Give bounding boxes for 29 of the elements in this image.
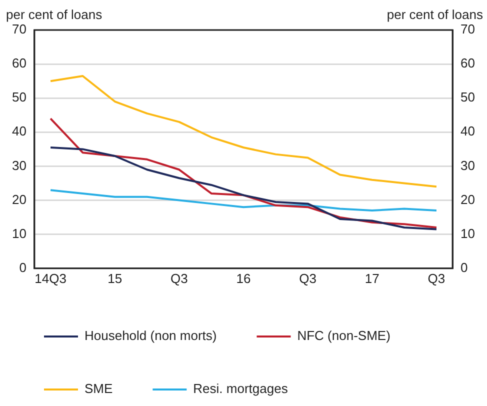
- y-tick-label: 40: [12, 124, 26, 139]
- y-tick-label: 50: [12, 90, 26, 105]
- y2-axis-title: per cent of loans: [386, 7, 484, 22]
- y2-tick-label: 20: [460, 192, 476, 207]
- legend-label: NFC (non-SME): [297, 328, 390, 344]
- y2-tick-label: 40: [460, 124, 476, 139]
- x-tick-label: Q3: [170, 270, 188, 286]
- x-tick-label: 14Q3: [34, 270, 66, 286]
- y2-tick-label: 0: [460, 260, 468, 275]
- y-tick-label: 20: [12, 192, 26, 207]
- y-tick-label: 60: [12, 56, 26, 71]
- y-tick-label: 30: [12, 158, 26, 173]
- x-tick-label: 16: [236, 270, 251, 286]
- y-axis-title: per cent of loans: [6, 7, 103, 22]
- legend-label: Household (non morts): [84, 328, 217, 344]
- y2-tick-label: 30: [460, 158, 476, 173]
- legend-label: Resi. mortgages: [193, 381, 288, 396]
- y-tick-label: 10: [12, 226, 26, 241]
- x-tick-label: Q3: [428, 270, 446, 286]
- y2-tick-label: 10: [460, 226, 476, 241]
- y-tick-label: 0: [19, 260, 26, 275]
- legend-label: SME: [84, 381, 113, 396]
- y2-tick-label: 70: [460, 22, 476, 37]
- y2-tick-label: 50: [460, 90, 476, 105]
- x-tick-label: 15: [108, 270, 122, 286]
- x-tick-label: 17: [364, 270, 380, 286]
- x-tick-label: Q3: [299, 270, 316, 286]
- y-tick-label: 70: [12, 22, 26, 37]
- y2-tick-label: 60: [460, 56, 476, 71]
